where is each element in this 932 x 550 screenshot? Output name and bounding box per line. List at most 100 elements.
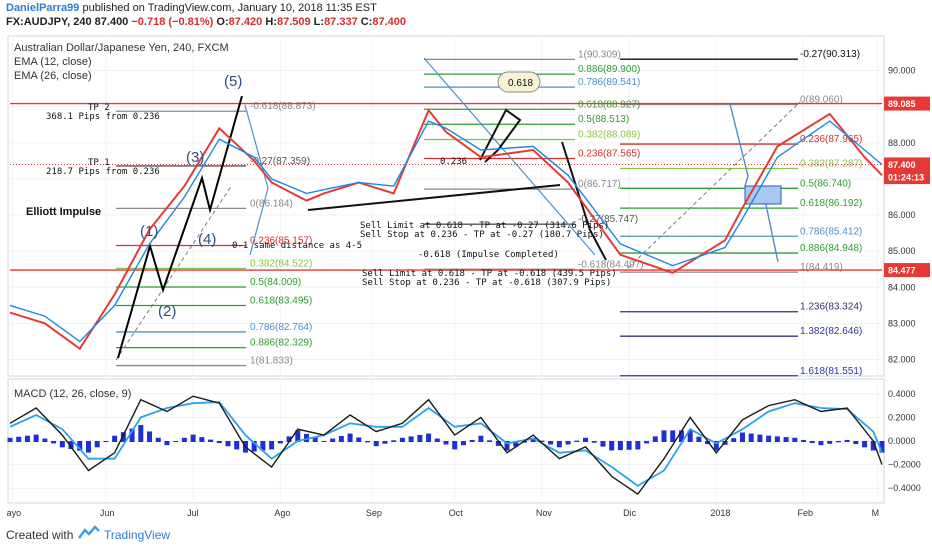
macd-hist-bar bbox=[120, 432, 126, 442]
legend: Australian Dollar/Japanese Yen, 240, FXC… bbox=[14, 42, 229, 400]
macd-hist-bar bbox=[565, 441, 571, 445]
macd-hist-bar bbox=[687, 430, 693, 442]
price-tag bbox=[884, 96, 930, 111]
time-tick-label: Jul bbox=[187, 508, 199, 518]
macd-hist-bar bbox=[487, 440, 493, 442]
macd-hist-bar bbox=[33, 434, 39, 442]
price-tick-label: 82.000 bbox=[888, 355, 916, 365]
fib-label: 0.618(86.192) bbox=[800, 198, 862, 209]
fib-label: 0.5(88.513) bbox=[578, 114, 629, 125]
macd-hist-bar bbox=[809, 441, 815, 444]
macd-hist-bar bbox=[129, 428, 135, 442]
fib-label: 1.382(82.646) bbox=[800, 326, 862, 337]
ohlc-close-label: C: bbox=[360, 16, 373, 28]
macd-hist-bar bbox=[68, 441, 74, 450]
bubble-label: 0.618 bbox=[508, 78, 533, 89]
ohlc-low: 87.337 bbox=[324, 16, 358, 28]
macd-hist-bar bbox=[330, 438, 336, 442]
ohlc-open: 87.420 bbox=[228, 16, 263, 28]
macd-hist-bar bbox=[539, 440, 545, 442]
publish-date: published on TradingView.com, January 10… bbox=[82, 2, 377, 14]
macd-hist-bar bbox=[147, 431, 153, 442]
fib-label: 1.236(83.324) bbox=[800, 302, 862, 313]
macd-hist-bar bbox=[373, 441, 379, 447]
axes: 90.00089.00088.00087.00086.00085.00084.0… bbox=[7, 66, 921, 518]
macd-hist-bar bbox=[827, 441, 833, 444]
macd-hist-bar bbox=[216, 441, 222, 444]
fib-label: 0.382(84.522) bbox=[250, 258, 312, 269]
macd-hist-bar bbox=[504, 441, 510, 451]
macd-hist-bar bbox=[417, 434, 423, 442]
price-tag-label: 87.400 bbox=[888, 160, 916, 170]
price-change: −0.718 (−0.81%) bbox=[131, 16, 214, 28]
author-link[interactable]: DanielParra99 bbox=[6, 2, 80, 14]
wave-5: (5) bbox=[224, 73, 242, 90]
macd-hist-bar bbox=[225, 441, 231, 447]
macd-hist-bar bbox=[155, 437, 161, 442]
fib-label: 1.618(81.551) bbox=[800, 366, 862, 377]
target-arrow-2 bbox=[764, 199, 779, 263]
fib-label: -0.27(85.747) bbox=[578, 214, 638, 225]
fib-label: 0.886(84.948) bbox=[800, 243, 862, 254]
fib-label: -0.27(87.359) bbox=[250, 156, 310, 167]
sell-note-2b: Sell Stop at 0.236 - TP at -0.618 (307.9… bbox=[362, 278, 611, 288]
sell-note-1b: Sell Stop at 0.236 - TP at -0.27 (180.7 … bbox=[360, 230, 604, 240]
fib-label: 0.886(89.900) bbox=[578, 64, 640, 75]
fib-label: 0.786(89.541) bbox=[578, 77, 640, 88]
symbol: FX:AUDJPY, 240 bbox=[6, 16, 92, 28]
macd-hist-bar bbox=[548, 441, 554, 445]
time-tick-label: Dic bbox=[623, 508, 636, 518]
macd-hist-bar bbox=[251, 441, 257, 452]
macd-hist-bar bbox=[59, 441, 65, 448]
tp2-sub: 368.1 Pips from 0.236 bbox=[46, 112, 160, 122]
macd-hist-bar bbox=[757, 434, 763, 442]
macd-hist-bar bbox=[469, 439, 475, 442]
fib-label: 0(86.717) bbox=[578, 179, 621, 190]
macd-hist-bar bbox=[77, 441, 83, 451]
time-tick-label: Feb bbox=[798, 508, 814, 518]
fib-label: 0(86.184) bbox=[250, 198, 293, 209]
macd-hist-bar bbox=[574, 440, 580, 442]
legend-ema26: EMA (26, close) bbox=[14, 70, 92, 82]
same-distance-note: 0-1 same distance as 4-5 bbox=[232, 241, 362, 251]
macd-hist-bar bbox=[234, 441, 240, 450]
fib-label: 0.786(82.764) bbox=[250, 322, 312, 333]
impulse-down bbox=[561, 141, 607, 261]
ema26-line bbox=[9, 120, 883, 343]
macd-hist-bar bbox=[408, 436, 414, 442]
trend-line-up-2 bbox=[627, 101, 801, 269]
macd-hist-bar bbox=[303, 433, 309, 442]
price-chart[interactable]: 0.236(85.157) 0.382(84.522) 0.5(84.009) 0.6… bbox=[0, 0, 932, 520]
ohlc-high: 87.509 bbox=[276, 16, 311, 28]
tradingview-brand[interactable]: TradingView bbox=[104, 528, 171, 542]
tp2-label: TP 2 bbox=[88, 103, 110, 113]
price-pane bbox=[7, 35, 885, 377]
macd-tick-label: 0.0000 bbox=[888, 436, 916, 446]
ohlc-low-label: L: bbox=[313, 16, 325, 28]
macd-hist-bar bbox=[7, 437, 13, 442]
macd-hist-bar bbox=[24, 435, 30, 442]
tp1-label: TP 1 bbox=[88, 158, 110, 168]
footer: Created with TradingView bbox=[0, 520, 932, 550]
tradingview-logo-icon[interactable] bbox=[78, 524, 100, 542]
target-arrow-1 bbox=[729, 103, 749, 187]
macd-hist-bar bbox=[190, 434, 196, 442]
macd-hist-bar bbox=[260, 441, 266, 451]
macd-hist-bar bbox=[42, 438, 48, 442]
macd-hist-bar bbox=[295, 430, 301, 442]
macd-hist-bar bbox=[801, 439, 807, 442]
sell-line bbox=[307, 184, 561, 211]
macd-hist-bar bbox=[678, 430, 684, 442]
macd-hist-bar bbox=[181, 437, 187, 442]
price-tag bbox=[884, 157, 930, 172]
macd-hist-bar bbox=[164, 441, 170, 446]
fib-label: 0.5(86.740) bbox=[800, 178, 851, 189]
legend-title: Australian Dollar/Japanese Yen, 240, FXC… bbox=[14, 42, 229, 54]
price-tick-label: 90.000 bbox=[888, 66, 916, 76]
wave-3: (3) bbox=[186, 149, 204, 166]
fib-label: 0.886(82.329) bbox=[250, 338, 312, 349]
macd-hist-bar bbox=[269, 441, 275, 450]
fib-label: 1(81.833) bbox=[250, 356, 293, 367]
macd-hist-bar bbox=[844, 439, 850, 442]
macd-hist-bar bbox=[426, 433, 432, 442]
